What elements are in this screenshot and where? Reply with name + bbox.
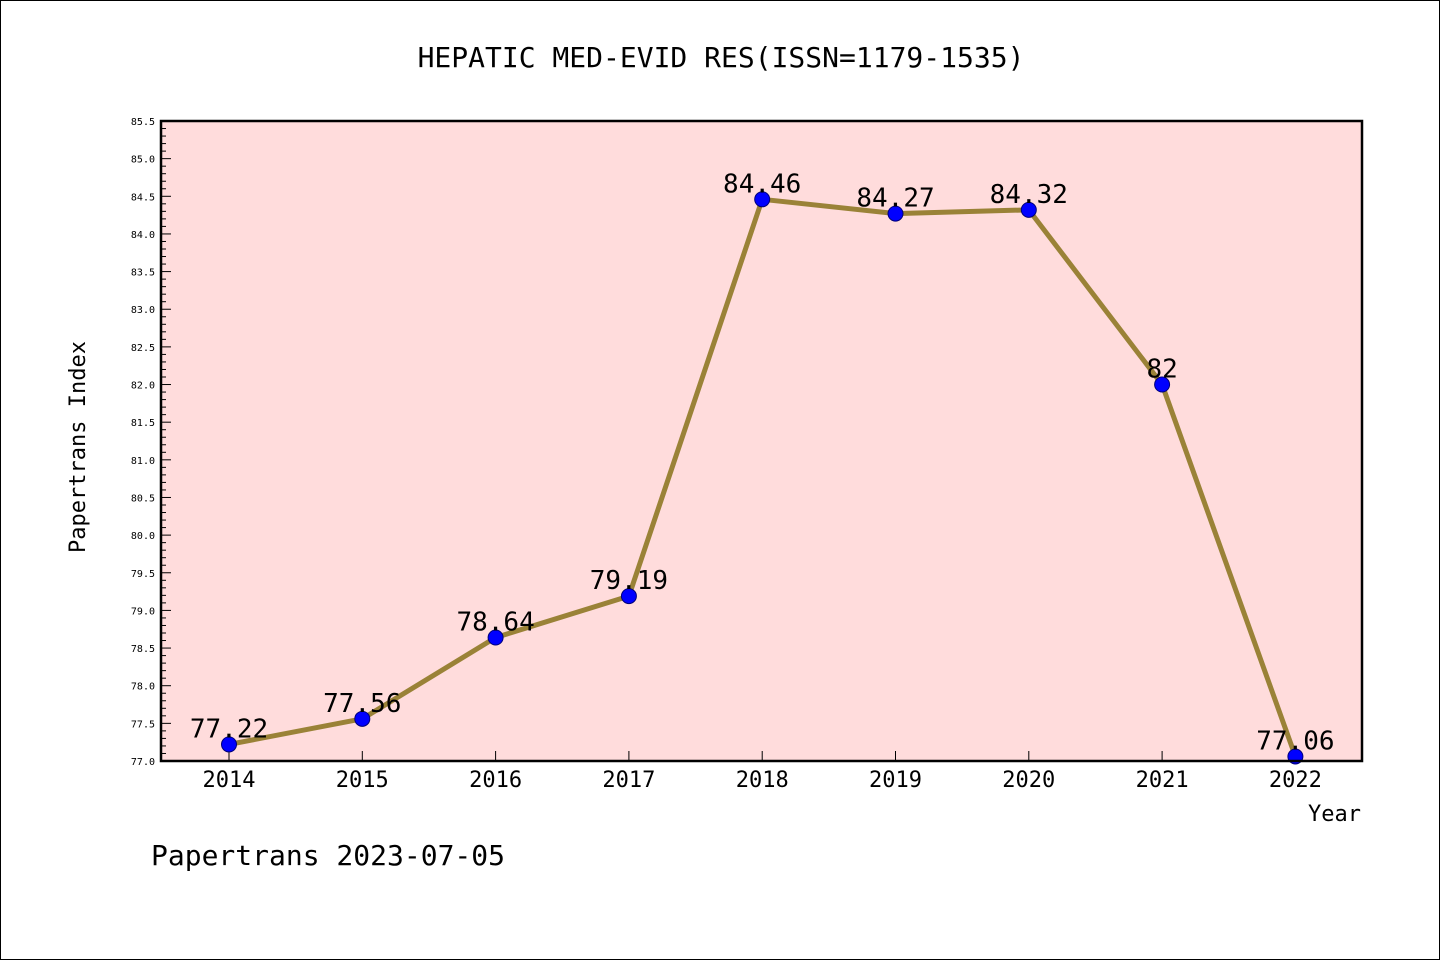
y-tick-label: 84.5 <box>131 192 155 203</box>
x-tick-label: 2014 <box>203 768 256 793</box>
data-label: 82 <box>1146 355 1177 385</box>
y-tick-label: 85.0 <box>131 155 155 166</box>
data-point <box>887 205 904 222</box>
y-tick-label: 80.5 <box>131 493 155 504</box>
data-label: 84.27 <box>856 184 934 214</box>
y-tick-label: 85.5 <box>131 117 155 128</box>
data-label: 84.32 <box>990 180 1068 210</box>
y-tick-label: 77.5 <box>131 719 155 730</box>
y-tick-label: 77.0 <box>131 757 155 768</box>
y-tick-label: 83.0 <box>131 305 155 316</box>
y-tick-label: 78.5 <box>131 644 155 655</box>
x-tick-label: 2015 <box>336 768 389 793</box>
x-axis-ticks: 2014 2015 2016 2017 2018 2019 2020 2021 2022 <box>203 751 1322 793</box>
data-point <box>354 710 371 727</box>
y-tick-label: 83.5 <box>131 268 155 279</box>
x-tick-label: 2019 <box>869 768 922 793</box>
data-label: 77.06 <box>1256 726 1334 756</box>
data-point <box>1154 376 1171 393</box>
x-tick-label: 2020 <box>1002 768 1055 793</box>
y-tick-label: 81.0 <box>131 456 155 467</box>
x-tick-label: 2022 <box>1269 768 1322 793</box>
data-label: 78.64 <box>456 608 534 638</box>
data-label: 77.22 <box>190 714 268 744</box>
plot-area <box>161 121 1362 761</box>
y-tick-label: 82.0 <box>131 381 155 392</box>
x-tick-label: 2018 <box>736 768 789 793</box>
plot-frame <box>159 119 1364 763</box>
y-tick-label: 78.0 <box>131 682 155 693</box>
chart-title: HEPATIC MED-EVID RES(ISSN=1179-1535) <box>418 41 1025 74</box>
footer-credit: Papertrans 2023-07-05 <box>151 839 505 872</box>
x-tick-label: 2016 <box>469 768 522 793</box>
series-layer: 77.22 77.56 78.64 79.19 84.46 84.27 84.32 82 77.… <box>190 169 1335 765</box>
data-point <box>754 191 771 208</box>
y-tick-label: 84.0 <box>131 230 155 241</box>
y-axis-ticks: 77.0 77.5 78.0 78.5 79.0 79.5 80.0 80.5 81.0 81.5… <box>131 117 171 768</box>
data-point <box>620 588 637 605</box>
y-tick-label: 80.0 <box>131 531 155 542</box>
y-tick-label: 79.5 <box>131 569 155 580</box>
x-tick-label: 2017 <box>602 768 655 793</box>
y-tick-label: 82.5 <box>131 343 155 354</box>
x-axis-title: Year <box>1308 802 1361 827</box>
data-point <box>221 736 237 753</box>
x-tick-label: 2021 <box>1136 768 1189 793</box>
data-label: 77.56 <box>323 689 401 719</box>
data-label: 79.19 <box>590 566 668 596</box>
data-point <box>487 629 504 646</box>
data-label: 84.46 <box>723 169 801 199</box>
y-tick-label: 81.5 <box>131 418 155 429</box>
y-tick-label: 79.0 <box>131 606 155 617</box>
data-point <box>1020 201 1037 218</box>
y-axis-title: Papertrans Index <box>66 341 91 553</box>
